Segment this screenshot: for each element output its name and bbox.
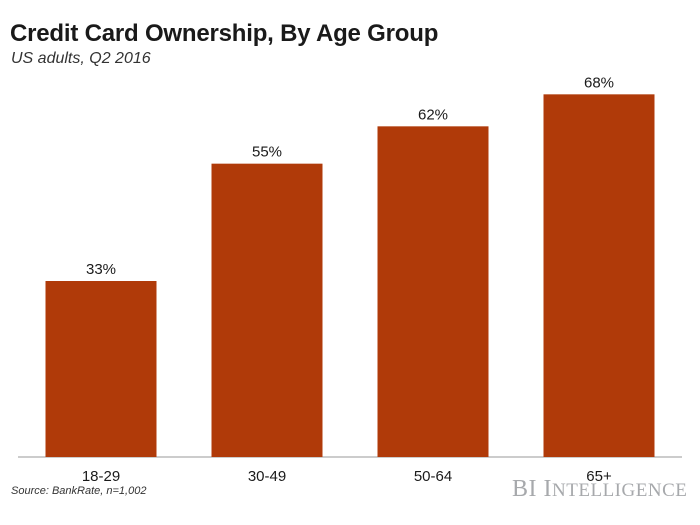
chart-title: Credit Card Ownership, By Age Group: [10, 20, 439, 47]
bar-50-64: [377, 126, 489, 457]
data-label-18-29: 33%: [86, 261, 116, 278]
bar-18-29: [45, 281, 157, 457]
x-tick-label-18-29: 18-29: [82, 468, 120, 485]
data-label-30-49: 55%: [252, 144, 282, 161]
bar-65+: [543, 94, 655, 457]
brand-logo: BI INTELLIGENCE: [512, 476, 688, 502]
x-tick-label-30-49: 30-49: [248, 468, 286, 485]
chart-subtitle: US adults, Q2 2016: [11, 50, 151, 67]
data-label-65+: 68%: [584, 74, 614, 91]
bar-30-49: [211, 163, 323, 457]
x-tick-label-65+: 65+: [586, 468, 612, 485]
source-note: Source: BankRate, n=1,002: [11, 485, 147, 497]
data-label-50-64: 62%: [418, 106, 448, 123]
x-tick-label-50-64: 50-64: [414, 468, 452, 485]
